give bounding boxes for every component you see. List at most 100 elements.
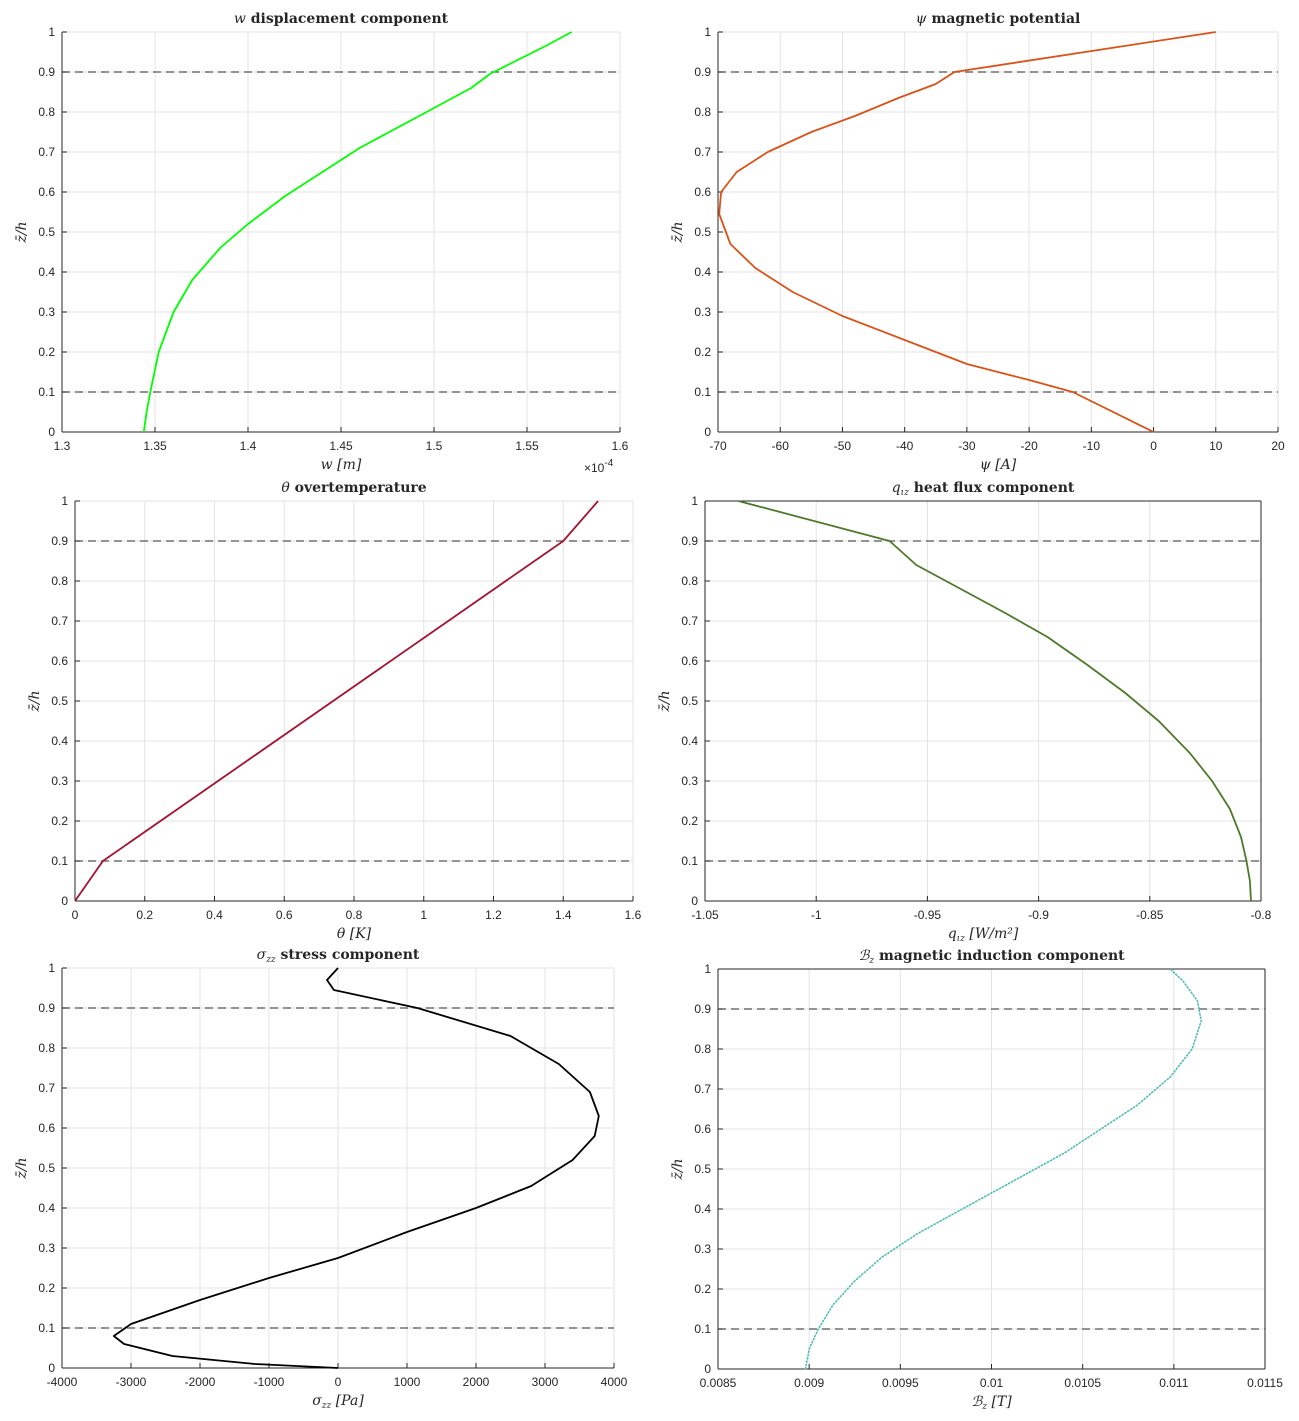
series-line [804, 968, 1202, 1370]
y-tick-label: 0.8 [694, 1042, 711, 1056]
x-tick-label: 1.55 [515, 439, 539, 453]
x-tick-label: 1.4 [240, 439, 257, 453]
x-tick-label: 1.45 [329, 439, 353, 453]
x-tick-label: -30 [958, 439, 976, 453]
x-tick-label: 1.4 [555, 908, 572, 922]
y-tick-label: 0.4 [681, 734, 698, 748]
y-tick-label: 0 [61, 894, 68, 908]
chart-panel-6: 0.0085 0.009 0.0095 0.01 0.0105 0.011 0.0115 0 0… [670, 948, 1283, 1412]
y-tick-label: 1 [691, 494, 698, 508]
x-tick-label: -0.85 [1136, 908, 1164, 922]
chart-title: ℬz magnetic induction component [858, 948, 1125, 966]
x-tick-label: -0.9 [1028, 908, 1049, 922]
y-tick-label: 0.3 [51, 774, 68, 788]
chart-panel-5: -4000 -3000 -2000 -1000 0 1000 2000 3000 4000 0 0.… [14, 947, 628, 1411]
y-tick-label: 0 [691, 894, 698, 908]
y-tick-label: 1 [704, 25, 711, 39]
x-tick-label: 3000 [532, 1375, 559, 1389]
series-line [74, 500, 599, 902]
y-tick-label: 0.7 [38, 145, 55, 159]
y-tick-label: 0.8 [38, 1041, 55, 1055]
x-tick-label: -4000 [47, 1375, 78, 1389]
x-tick-label: 0.6 [276, 908, 293, 922]
x-exponent-label: ×10-4 [584, 458, 614, 475]
series-line [112, 967, 600, 1369]
x-tick-label: 1 [420, 908, 427, 922]
x-tick-label: -50 [834, 439, 852, 453]
y-tick-label: 0.4 [38, 265, 55, 279]
y-tick-label: 0.3 [38, 1241, 55, 1255]
y-tick-label: 1 [48, 25, 55, 39]
y-tick-label: 0.6 [38, 1121, 55, 1135]
y-tick-label: 0 [48, 425, 55, 439]
y-tick-label: 0.2 [694, 1282, 711, 1296]
chart-panel-2: -70 -60 -50 -40 -30 -20 -10 0 10 20 0 0.1 0.2 0.3 0.4 0… [670, 11, 1285, 473]
x-tick-label: -60 [772, 439, 790, 453]
x-axis-label: ℬz [T] [971, 1394, 1012, 1412]
y-axis-label: z̄/h [670, 1158, 686, 1180]
x-tick-label: -1 [811, 908, 822, 922]
x-axis-label: qιz [W/m²] [948, 926, 1019, 944]
y-tick-label: 0.1 [38, 1321, 55, 1335]
y-tick-label: 0 [704, 1362, 711, 1376]
y-tick-label: 0.1 [694, 1322, 711, 1336]
y-tick-label: 0.7 [694, 1082, 711, 1096]
y-tick-label: 0.2 [38, 1281, 55, 1295]
y-tick-label: 0.4 [51, 734, 68, 748]
x-tick-label: 0.0095 [882, 1376, 919, 1390]
y-tick-label: 0.1 [38, 385, 55, 399]
chart-panel-1: 1.3 1.35 1.4 1.45 1.5 1.55 1.6 0 0.1 0.2 0.3 0.4 0.5… [14, 11, 629, 475]
x-tick-label: 0.009 [794, 1376, 824, 1390]
y-tick-label: 0.9 [694, 1002, 711, 1016]
x-tick-label: 0.0085 [700, 1376, 737, 1390]
x-tick-label: -10 [1083, 439, 1101, 453]
y-tick-label: 0.5 [51, 694, 68, 708]
y-tick-label: 0.7 [681, 614, 698, 628]
y-tick-label: 0.5 [694, 1162, 711, 1176]
x-tick-label: 1.35 [143, 439, 167, 453]
y-tick-label: 0.3 [694, 305, 711, 319]
y-tick-label: 1 [704, 962, 711, 976]
x-tick-label: 0.2 [136, 908, 153, 922]
x-tick-label: 0.0115 [1247, 1376, 1283, 1390]
y-tick-label: 1 [48, 961, 55, 975]
y-tick-label: 0.1 [51, 854, 68, 868]
y-tick-label: 0.8 [38, 105, 55, 119]
y-tick-label: 0.3 [694, 1242, 711, 1256]
y-axis-label: z̄/h [14, 221, 30, 243]
y-tick-label: 0.7 [694, 145, 711, 159]
x-axis-label: ψ [A] [980, 457, 1017, 473]
x-tick-label: -20 [1020, 439, 1038, 453]
y-tick-label: 0.3 [38, 305, 55, 319]
y-axis-label: z̄/h [670, 221, 686, 243]
y-tick-label: 0 [48, 1361, 55, 1375]
y-tick-label: 0.2 [51, 814, 68, 828]
chart-title: σzz stress component [257, 947, 420, 965]
y-tick-label: 0.9 [38, 1001, 55, 1015]
x-tick-label: 0.4 [206, 908, 223, 922]
x-tick-label: 1.6 [625, 908, 642, 922]
y-tick-label: 0.5 [38, 225, 55, 239]
x-tick-label: 4000 [601, 1375, 628, 1389]
y-tick-label: 0.4 [694, 265, 711, 279]
y-tick-label: 0.9 [681, 534, 698, 548]
x-tick-label: 1.5 [426, 439, 443, 453]
x-tick-label: 0 [335, 1375, 342, 1389]
y-tick-label: 0.6 [681, 654, 698, 668]
y-tick-label: 0.6 [38, 185, 55, 199]
y-tick-label: 0.5 [681, 694, 698, 708]
y-tick-label: 0.2 [681, 814, 698, 828]
y-tick-label: 0.5 [694, 225, 711, 239]
y-tick-label: 0.8 [694, 105, 711, 119]
y-tick-label: 0.1 [694, 385, 711, 399]
chart-title: qιz heat flux component [892, 480, 1075, 498]
y-tick-label: 0.4 [694, 1202, 711, 1216]
series-line [718, 31, 1216, 433]
y-tick-label: 1 [61, 494, 68, 508]
y-tick-label: 0 [704, 425, 711, 439]
x-axis-label: w [m] [321, 457, 362, 473]
y-axis-label: z̄/h [14, 1157, 30, 1179]
y-tick-label: 0.9 [51, 534, 68, 548]
y-tick-label: 0.3 [681, 774, 698, 788]
